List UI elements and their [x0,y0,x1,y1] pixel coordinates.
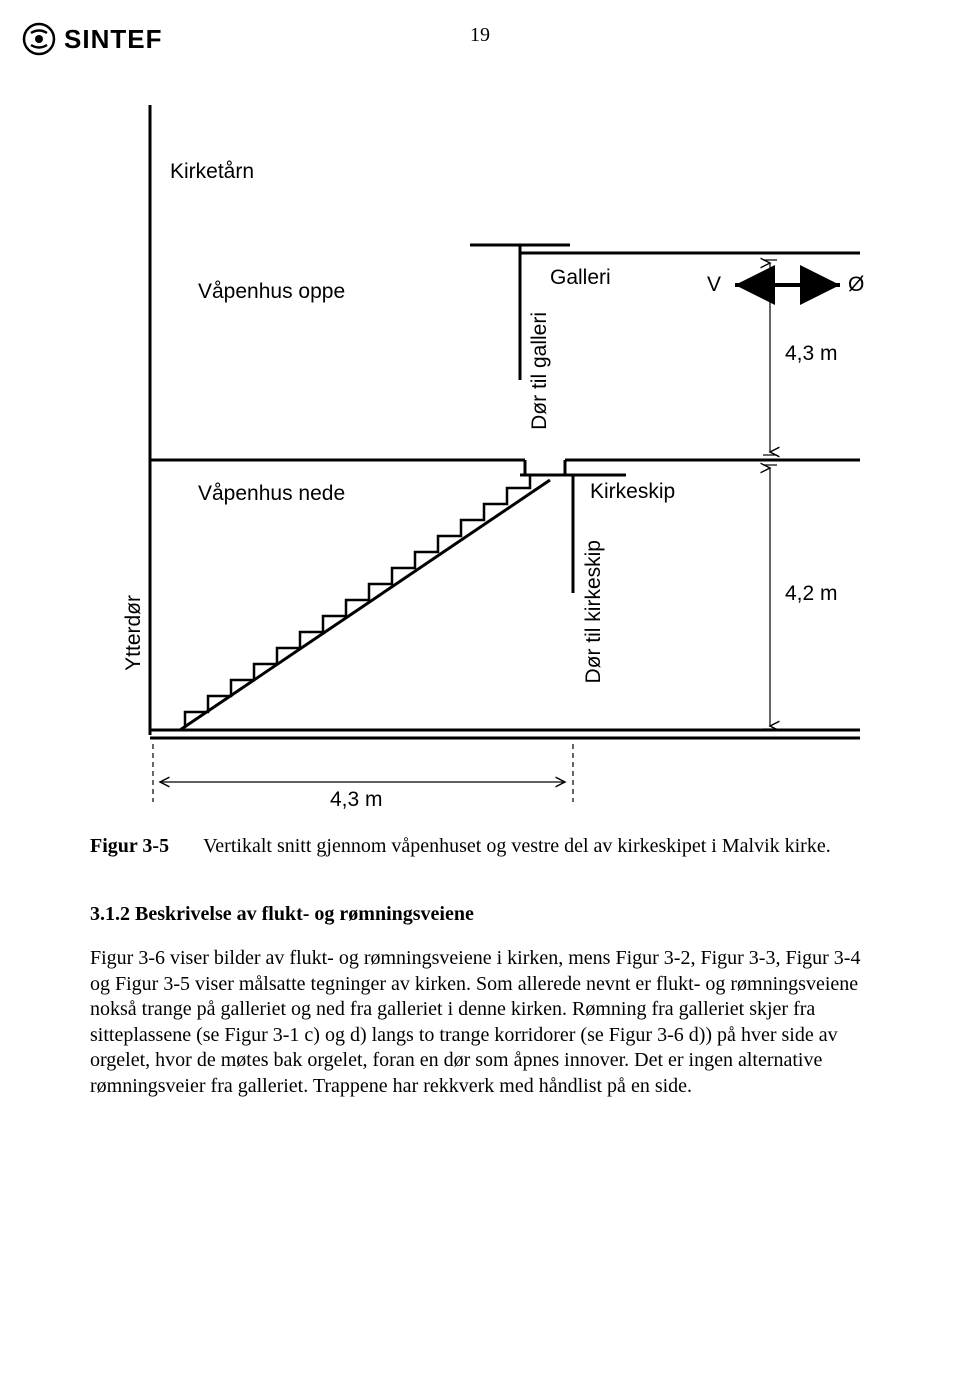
label-galleri: Galleri [550,266,611,290]
figure-caption-text: Vertikalt snitt gjennom våpenhuset og ve… [203,834,831,859]
section-diagram: Kirketårn Våpenhus oppe Galleri Dør til … [90,90,870,810]
label-dor-til-kirkeskip: Dør til kirkeskip [582,540,606,684]
figure-caption-label: Figur 3-5 [90,834,169,859]
label-dim-43-top: 4,3 m [785,342,838,366]
logo: SINTEF [22,22,162,56]
label-compass-v: V [707,273,721,297]
section-heading: 3.1.2 Beskrivelse av flukt- og rømningsv… [90,903,870,926]
logo-mark-icon [22,22,56,56]
label-vapenhus-nede: Våpenhus nede [198,482,345,506]
label-dor-til-galleri: Dør til galleri [528,312,552,430]
diagram-svg [90,90,870,810]
figure-caption: Figur 3-5 Vertikalt snitt gjennom våpenh… [90,834,870,859]
page-number: 19 [470,24,490,47]
label-ytterdor: Ytterdør [122,595,146,671]
logo-text: SINTEF [64,24,162,55]
label-kirketarn: Kirketårn [170,160,254,184]
body-paragraph: Figur 3-6 viser bilder av flukt- og rømn… [90,946,870,1100]
label-kirkeskip: Kirkeskip [590,480,675,504]
label-vapenhus-oppe: Våpenhus oppe [198,280,345,304]
label-dim-42: 4,2 m [785,582,838,606]
label-compass-o: Ø [848,273,864,297]
label-dim-43-bottom: 4,3 m [330,788,383,812]
